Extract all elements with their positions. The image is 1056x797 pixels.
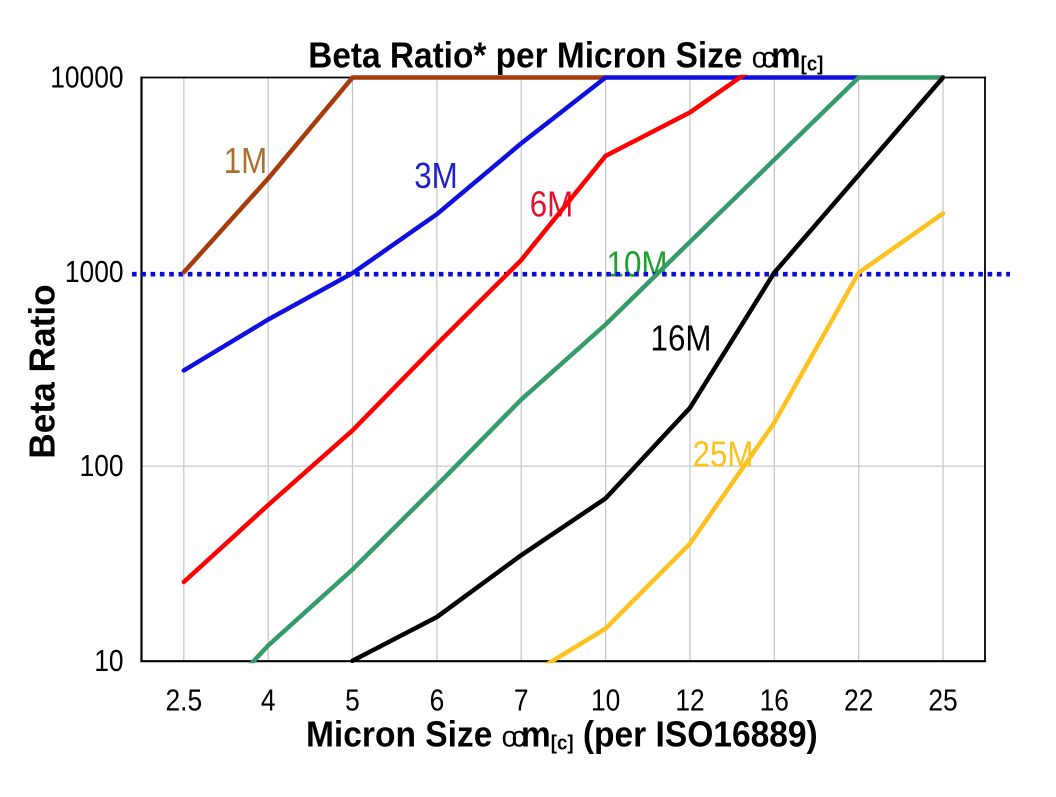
svg-text:2.5: 2.5 bbox=[165, 684, 202, 718]
svg-text:1000: 1000 bbox=[65, 255, 124, 289]
svg-text:3M: 3M bbox=[414, 156, 458, 197]
svg-text:1M: 1M bbox=[224, 141, 268, 182]
svg-text:Beta Ratio: Beta Ratio bbox=[22, 284, 62, 458]
svg-text:16: 16 bbox=[760, 684, 789, 718]
svg-text:7: 7 bbox=[514, 684, 529, 718]
svg-text:Beta Ratio* per Micron Size oc: Beta Ratio* per Micron Size ocm[c] bbox=[308, 36, 823, 75]
svg-text:100: 100 bbox=[80, 449, 124, 483]
svg-text:12: 12 bbox=[675, 684, 704, 718]
svg-text:10: 10 bbox=[94, 644, 123, 678]
svg-text:5: 5 bbox=[345, 684, 360, 718]
svg-text:4: 4 bbox=[261, 684, 276, 718]
svg-text:Micron Size ocm[c] (per ISO168: Micron Size ocm[c] (per ISO16889) bbox=[306, 715, 818, 754]
svg-text:10000: 10000 bbox=[50, 61, 123, 95]
svg-text:6: 6 bbox=[430, 684, 445, 718]
svg-text:16M: 16M bbox=[651, 318, 712, 359]
svg-text:25: 25 bbox=[928, 684, 957, 718]
svg-text:22: 22 bbox=[844, 684, 873, 718]
svg-text:10: 10 bbox=[591, 684, 620, 718]
svg-text:10M: 10M bbox=[607, 244, 668, 285]
